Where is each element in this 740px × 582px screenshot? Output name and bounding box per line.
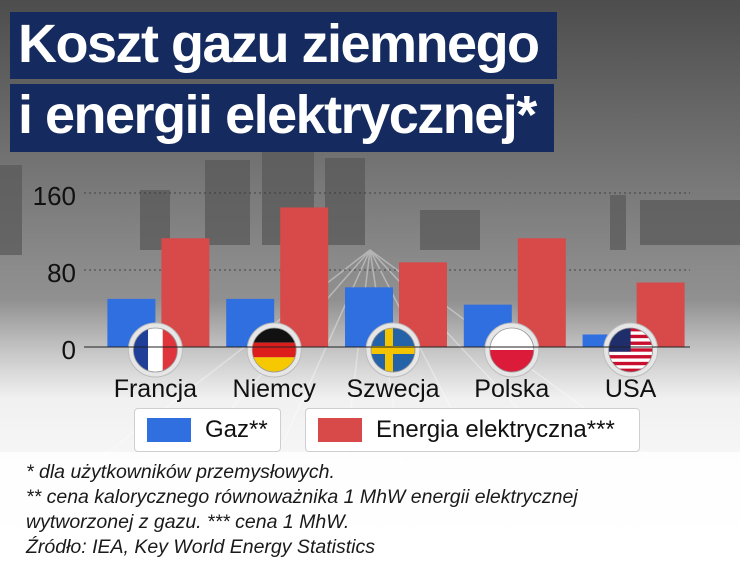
y-tick-label: 160 — [33, 181, 76, 211]
footnote-1: * dla użytkowników przemysłowych. — [26, 461, 335, 483]
legend-swatch-electricity — [318, 418, 362, 442]
x-tick-label: Niemcy — [233, 375, 317, 403]
flag-germany-icon — [246, 322, 302, 378]
y-tick-label: 0 — [62, 335, 76, 365]
y-tick-label: 80 — [47, 258, 76, 288]
x-tick-label: Szwecja — [346, 375, 439, 403]
legend-item-gas: Gaz** — [134, 408, 281, 452]
flag-france-icon — [127, 322, 183, 378]
title-line-1: Koszt gazu ziemnego — [10, 12, 557, 79]
footnote-2: ** cena kalorycznego równoważnika 1 MhW … — [26, 486, 578, 508]
x-tick-label: Francja — [114, 375, 197, 403]
legend-label-electricity: Energia elektryczna*** — [376, 416, 615, 443]
x-tick-label: USA — [605, 375, 657, 403]
flag-sweden-icon — [365, 322, 421, 378]
legend-swatch-gas — [147, 418, 191, 442]
bar-electricity — [280, 207, 329, 347]
flag-usa-icon — [603, 322, 659, 378]
footnote-source: Źródło: IEA, Key World Energy Statistics — [26, 536, 375, 558]
title-line-2: i energii elektrycznej* — [10, 84, 554, 152]
x-tick-label: Polska — [474, 375, 549, 403]
legend-item-electricity: Energia elektryczna*** — [305, 408, 640, 452]
footnote-3: wytworzonej z gazu. *** cena 1 MhW. — [26, 511, 350, 533]
legend-label-gas: Gaz** — [205, 416, 268, 443]
flag-poland-icon — [484, 322, 540, 378]
footnotes: * dla użytkowników przemysłowych. ** cen… — [26, 460, 578, 560]
